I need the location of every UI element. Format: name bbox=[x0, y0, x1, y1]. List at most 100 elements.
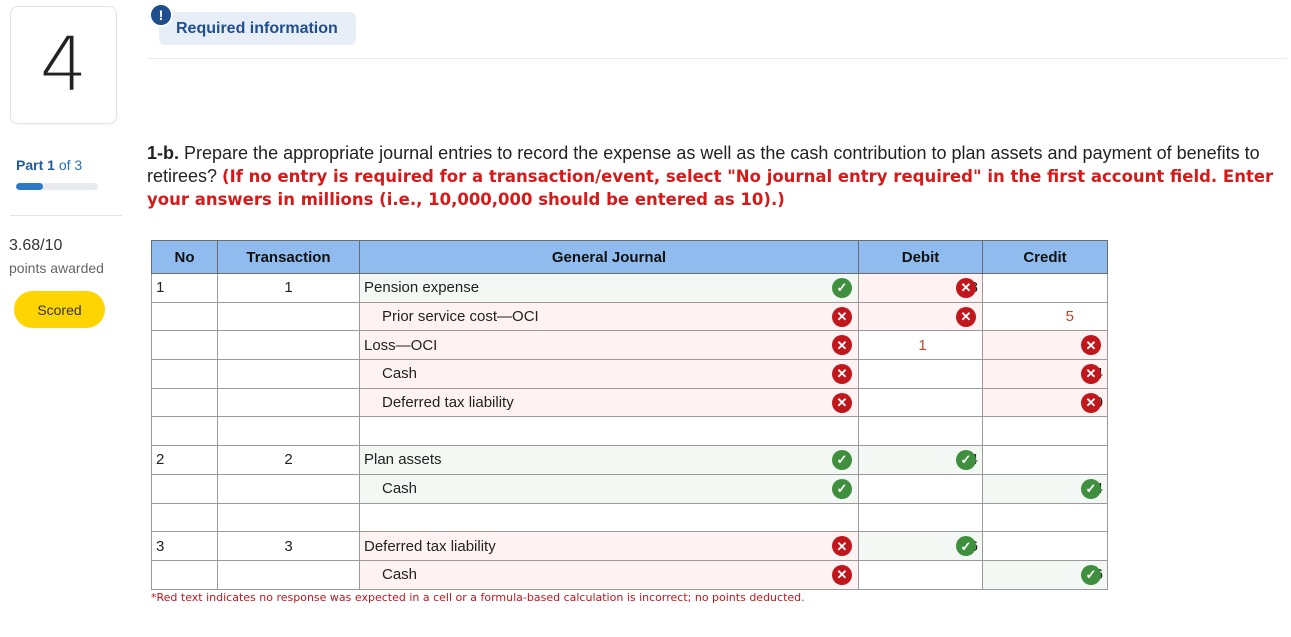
error-x-icon: ✕ bbox=[1081, 363, 1101, 384]
cell-no bbox=[151, 502, 218, 533]
error-x-icon: ✕ bbox=[1081, 392, 1101, 413]
cell-debit[interactable]: ✕ bbox=[858, 301, 983, 332]
footnote: *Red text indicates no response was expe… bbox=[151, 591, 805, 604]
journal-row: Loss—OCI ✕ 1 ✕ bbox=[151, 330, 1108, 361]
cell-credit[interactable]: 5 bbox=[982, 301, 1108, 332]
cell-account[interactable]: Plan assets ✓ bbox=[359, 445, 859, 475]
cell-credit[interactable] bbox=[982, 416, 1108, 447]
cell-credit[interactable] bbox=[982, 273, 1108, 303]
col-header-transaction: Transaction bbox=[217, 240, 360, 274]
part-current: 1 bbox=[47, 157, 55, 173]
cell-debit[interactable] bbox=[858, 359, 983, 389]
journal-row bbox=[151, 416, 1108, 447]
cell-no bbox=[151, 559, 218, 590]
check-icon: ✓ bbox=[1081, 564, 1101, 585]
error-x-icon: ✕ bbox=[832, 536, 852, 557]
cell-credit[interactable] bbox=[982, 531, 1108, 561]
account-name: Pension expense bbox=[364, 279, 480, 297]
error-x-icon: ✕ bbox=[832, 335, 852, 356]
cell-no bbox=[151, 330, 218, 361]
question-number-card: 4 bbox=[10, 6, 117, 124]
cell-credit[interactable]: 44✕ bbox=[982, 359, 1108, 389]
question-body: Prepare the appropriate journal entries … bbox=[147, 143, 1260, 186]
cell-debit[interactable] bbox=[858, 387, 983, 418]
cell-account[interactable]: Deferred tax liability ✕ bbox=[359, 387, 859, 418]
scored-button[interactable]: Scored bbox=[14, 291, 105, 328]
account-name: Deferred tax liability bbox=[382, 394, 514, 412]
error-x-icon: ✕ bbox=[1081, 335, 1101, 356]
cell-no: 1 bbox=[151, 273, 218, 303]
cell-debit[interactable]: 1 bbox=[858, 330, 983, 361]
cell-debit[interactable] bbox=[858, 416, 983, 447]
check-icon: ✓ bbox=[832, 478, 852, 499]
col-header-general-journal: General Journal bbox=[359, 240, 859, 274]
cell-credit[interactable]: 44✓ bbox=[982, 473, 1108, 504]
error-x-icon: ✕ bbox=[832, 306, 852, 327]
cell-account[interactable] bbox=[359, 416, 859, 447]
error-x-icon: ✕ bbox=[956, 277, 976, 298]
cell-credit[interactable] bbox=[982, 502, 1108, 533]
credit-value: 5 bbox=[1065, 308, 1074, 326]
cell-account[interactable]: Cash ✕ bbox=[359, 359, 859, 389]
journal-row: Cash ✕ 6✓ bbox=[151, 559, 1108, 590]
check-icon: ✓ bbox=[1081, 478, 1101, 499]
journal-row: Prior service cost—OCI ✕ ✕ 5 bbox=[151, 301, 1108, 332]
score-label: points awarded bbox=[9, 260, 104, 276]
cell-transaction bbox=[217, 330, 360, 361]
cell-credit[interactable]: 6✓ bbox=[982, 559, 1108, 590]
check-icon: ✓ bbox=[832, 277, 852, 298]
cell-account[interactable]: Cash ✕ bbox=[359, 559, 859, 590]
cell-no bbox=[151, 387, 218, 418]
score-value: 3.68/10 bbox=[9, 237, 63, 254]
col-header-credit: Credit bbox=[982, 240, 1108, 274]
error-x-icon: ✕ bbox=[832, 564, 852, 585]
cell-credit[interactable]: ✕ bbox=[982, 330, 1108, 361]
cell-debit[interactable]: 6✓ bbox=[858, 531, 983, 561]
cell-account[interactable]: Pension expense ✓ bbox=[359, 273, 859, 303]
cell-credit[interactable]: 50✕ bbox=[982, 387, 1108, 418]
cell-account[interactable]: Loss—OCI ✕ bbox=[359, 330, 859, 361]
question-number: 4 bbox=[39, 22, 88, 108]
cell-debit[interactable]: 44✓ bbox=[858, 445, 983, 475]
cell-account[interactable]: Prior service cost—OCI ✕ bbox=[359, 301, 859, 332]
cell-debit[interactable] bbox=[858, 502, 983, 533]
part-prefix: Part bbox=[16, 157, 44, 173]
question-text: 1-b. Prepare the appropriate journal ent… bbox=[147, 142, 1282, 211]
col-header-debit: Debit bbox=[858, 240, 983, 274]
account-name: Plan assets bbox=[364, 451, 442, 469]
cell-account[interactable]: Deferred tax liability ✕ bbox=[359, 531, 859, 561]
cell-debit[interactable] bbox=[858, 559, 983, 590]
alert-icon: ! bbox=[149, 3, 173, 27]
cell-account[interactable] bbox=[359, 502, 859, 533]
cell-no bbox=[151, 416, 218, 447]
cell-credit[interactable] bbox=[982, 445, 1108, 475]
check-icon: ✓ bbox=[956, 536, 976, 557]
cell-transaction: 2 bbox=[217, 445, 360, 475]
cell-transaction: 1 bbox=[217, 273, 360, 303]
journal-header-row: No Transaction General Journal Debit Cre… bbox=[151, 240, 1108, 274]
cell-debit[interactable]: 98✕ bbox=[858, 273, 983, 303]
cell-no: 3 bbox=[151, 531, 218, 561]
header-divider bbox=[147, 58, 1287, 59]
account-name: Deferred tax liability bbox=[364, 537, 496, 555]
account-name: Cash bbox=[382, 566, 418, 584]
required-information-button[interactable]: Required information bbox=[159, 12, 356, 45]
error-x-icon: ✕ bbox=[956, 306, 976, 327]
question-instruction: (If no entry is required for a transacti… bbox=[147, 167, 1274, 209]
cell-no: 2 bbox=[151, 445, 218, 475]
cell-no bbox=[151, 301, 218, 332]
check-icon: ✓ bbox=[832, 449, 852, 470]
left-divider bbox=[10, 215, 122, 216]
error-x-icon: ✕ bbox=[832, 363, 852, 384]
cell-debit[interactable] bbox=[858, 473, 983, 504]
cell-transaction bbox=[217, 502, 360, 533]
check-icon: ✓ bbox=[956, 449, 976, 470]
journal-row bbox=[151, 502, 1108, 533]
cell-account[interactable]: Cash ✓ bbox=[359, 473, 859, 504]
cell-transaction bbox=[217, 359, 360, 389]
part-indicator: Part 1 of 3 bbox=[16, 157, 82, 173]
account-name: Cash bbox=[382, 365, 418, 383]
